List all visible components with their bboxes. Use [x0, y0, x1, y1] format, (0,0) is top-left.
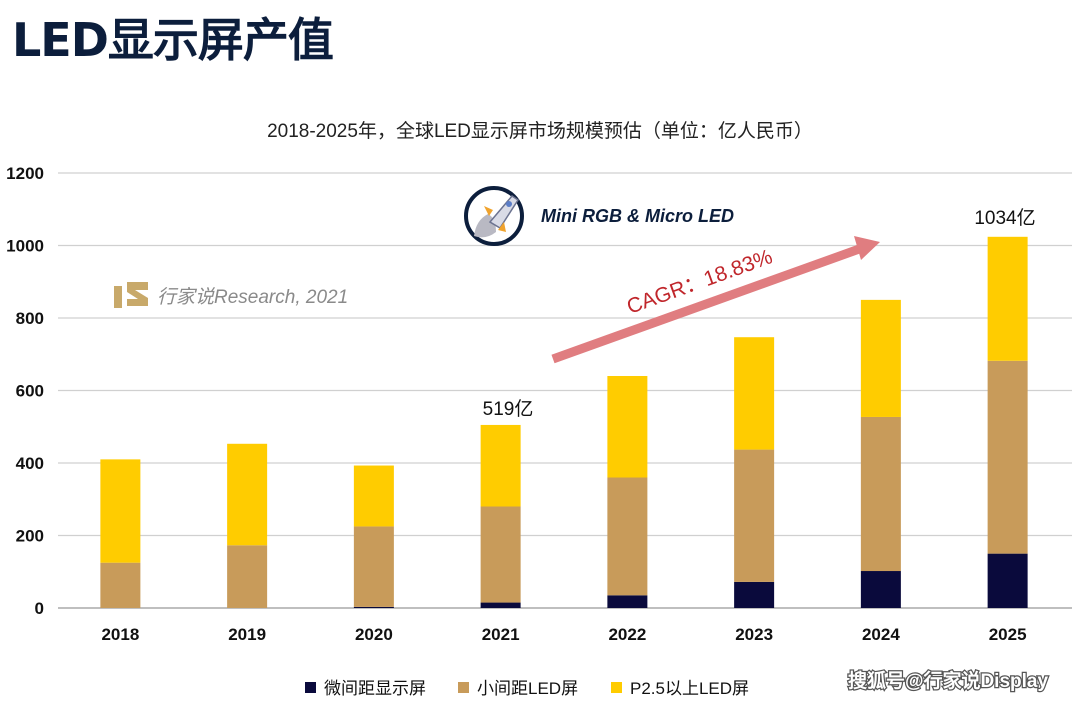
bar-2025-series-3: [987, 236, 1028, 361]
bar-2025-series-1: [987, 553, 1028, 608]
y-tick-label: 800: [16, 309, 44, 328]
legend-swatch: [611, 682, 622, 693]
badge-label: Mini RGB & Micro LED: [541, 206, 734, 226]
legend-swatch: [305, 682, 316, 693]
y-tick-label: 1200: [6, 164, 44, 183]
bar-2024-series-1: [860, 571, 901, 608]
bar-2024-series-3: [860, 299, 901, 417]
bar-2020-series-1: [353, 606, 394, 608]
bar-2025-series-2: [987, 360, 1028, 554]
y-tick-label: 1000: [6, 237, 44, 256]
bar-2019-series-3: [227, 443, 268, 546]
y-tick-label: 400: [16, 454, 44, 473]
data-label-2021: 519亿: [483, 398, 534, 420]
x-tick-label: 2021: [482, 625, 520, 644]
x-tick-label: 2019: [228, 625, 266, 644]
legend-label: 微间距显示屏: [324, 679, 426, 698]
x-tick-label: 2023: [735, 625, 773, 644]
watermark: 搜狐号@行家说Display: [847, 668, 1050, 694]
legend: 微间距显示屏 小间距LED屏 P2.5以上LED屏: [305, 679, 749, 698]
x-tick-label: 2018: [101, 625, 139, 644]
bar-2018-series-2: [100, 562, 141, 608]
bar-2022-series-1: [607, 595, 648, 608]
bar-2022-series-2: [607, 477, 648, 596]
bar-2023-series-2: [734, 449, 775, 582]
legend-swatch: [458, 682, 469, 693]
watermark-text: 搜狐号@行家说Display: [848, 669, 1049, 692]
bar-2020-series-3: [353, 465, 394, 527]
y-tick-label: 600: [16, 382, 44, 401]
x-tick-label: 2025: [989, 625, 1027, 644]
page-title: LED显示屏产值: [12, 13, 334, 67]
bar-2018-series-3: [100, 459, 141, 563]
x-tick-label: 2024: [862, 625, 900, 644]
bar-2023-series-1: [734, 581, 775, 608]
bar-2023-series-3: [734, 337, 775, 450]
bar-2021-series-2: [480, 506, 521, 603]
chart-subtitle: 2018-2025年，全球LED显示屏市场规模预估（单位：亿人民币）: [267, 120, 813, 142]
bar-2021-series-3: [480, 424, 521, 507]
bar-2024-series-2: [860, 416, 901, 572]
rocket-icon: [464, 186, 524, 246]
bar-2020-series-2: [353, 526, 394, 607]
bar-2019-series-2: [227, 545, 268, 608]
y-tick-label: 200: [16, 527, 44, 546]
y-tick-label: 0: [35, 599, 44, 618]
x-tick-label: 2020: [355, 625, 393, 644]
research-logo-icon: [114, 282, 148, 308]
cagr-arrow: [551, 236, 880, 364]
x-tick-label: 2022: [608, 625, 646, 644]
legend-label: 小间距LED屏: [477, 679, 578, 698]
legend-label: P2.5以上LED屏: [630, 679, 749, 698]
source-label: 行家说Research, 2021: [157, 286, 348, 308]
bar-2021-series-1: [480, 602, 521, 608]
data-label-2025: 1034亿: [974, 207, 1035, 229]
bar-2022-series-3: [607, 376, 648, 478]
